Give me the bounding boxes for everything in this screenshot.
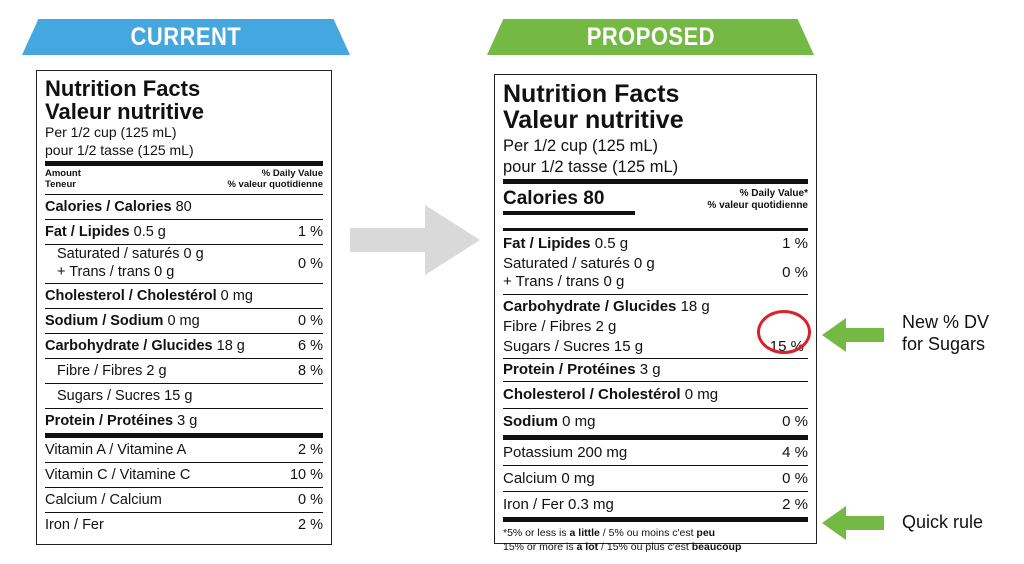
sugars-dv-annotation: New % DV for Sugars	[902, 312, 990, 354]
calories-row: Calories 80 % Daily Value* % valeur quot…	[503, 184, 808, 228]
calcium-row: Calcium 0 mg 0 %	[503, 464, 808, 491]
saturated-trans-row: Saturated / saturés 0 g + Trans / trans 0…	[45, 243, 323, 283]
potassium-row: Potassium 200 mg 4 %	[503, 443, 808, 461]
carbohydrate-row: Carbohydrate / Glucides 18 g 6 %	[45, 332, 323, 358]
calcium-row: Calcium / Calcium 0 %	[45, 486, 323, 512]
protein-row: Protein / Protéines 3 g	[45, 407, 323, 433]
sugars-dv-highlight-circle	[757, 310, 811, 354]
protein-row: Protein / Protéines 3 g	[503, 357, 808, 381]
proposed-nutrition-label: Nutrition Facts Valeur nutritive Per 1/2…	[494, 74, 817, 553]
serving-size-fr: pour 1/2 tasse (125 mL)	[503, 157, 679, 176]
current-banner: CURRENT	[22, 19, 350, 55]
serving-size-en: Per 1/2 cup (125 mL)	[503, 136, 658, 155]
vitamin-c-row: Vitamin C / Vitamine C 10 %	[45, 461, 323, 487]
calories-row: Calories / Calories 80	[45, 193, 323, 219]
serving-size-en: Per 1/2 cup (125 mL)	[45, 124, 177, 141]
proposed-banner: PROPOSED	[487, 19, 814, 55]
quick-rule-footnote: *5% or less is a little / 5% ou moins c'…	[503, 526, 742, 553]
left-arrow-icon	[822, 318, 884, 352]
current-nutrition-label: Nutrition Facts Valeur nutritive Per 1/2…	[36, 70, 332, 545]
cholesterol-row: Cholesterol / Cholestérol 0 mg	[503, 380, 808, 408]
sodium-row: Sodium / Sodium 0 mg 0 %	[45, 307, 323, 333]
fat-row: Fat / Lipides 0.5 g 1 %	[45, 218, 323, 244]
sugars-row: Sugars / Sucres 15 g	[45, 382, 323, 408]
left-arrow-icon	[822, 506, 884, 540]
label-title-en: Nutrition Facts	[45, 76, 201, 101]
label-title-fr: Valeur nutritive	[503, 106, 684, 135]
fibre-row: Fibre / Fibres 2 g 8 %	[45, 357, 323, 383]
fat-group: Fat / Lipides 0.5 g 1 % Saturated / satu…	[503, 235, 808, 290]
vitamin-a-row: Vitamin A / Vitamine A 2 %	[45, 441, 323, 458]
right-arrow-icon	[350, 205, 480, 275]
serving-size-fr: pour 1/2 tasse (125 mL)	[45, 141, 194, 158]
calories-value: Calories 80	[503, 188, 635, 215]
iron-row: Iron / Fer 0.3 mg 2 %	[503, 490, 808, 517]
quick-rule-annotation: Quick rule	[902, 512, 984, 532]
cholesterol-row: Cholesterol / Cholestérol 0 mg	[45, 282, 323, 308]
column-header: Amount Teneur % Daily Value % valeur quo…	[45, 167, 323, 191]
dv-header: % Daily Value* % valeur quotidienne	[707, 187, 808, 212]
sodium-row: Sodium 0 mg 0 %	[503, 407, 808, 435]
iron-row: Iron / Fer 2 %	[45, 511, 323, 537]
label-title-fr: Valeur nutritive	[45, 99, 204, 125]
carbohydrate-group: Carbohydrate / Glucides 18 g Fibre / Fib…	[503, 293, 808, 358]
label-title-en: Nutrition Facts	[503, 80, 680, 108]
